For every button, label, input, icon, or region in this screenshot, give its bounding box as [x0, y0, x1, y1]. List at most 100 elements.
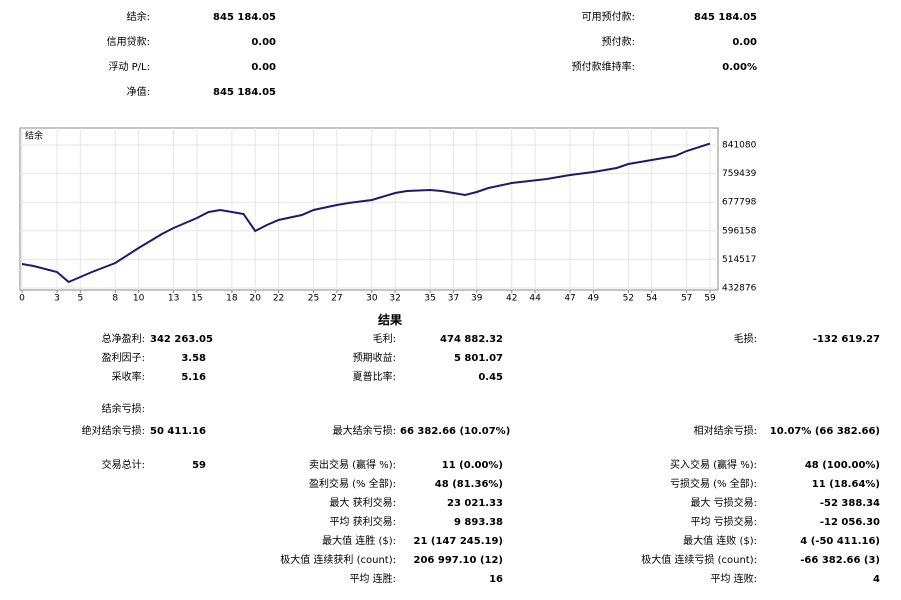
result-value: -12 056.30	[819, 517, 880, 528]
y-tick-label: 432876	[722, 284, 757, 294]
y-tick-label: 596158	[722, 226, 757, 236]
result-value: 48 (100.00%)	[804, 460, 880, 471]
x-tick-label: 25	[308, 294, 319, 304]
result-label: 亏损交易 (% 全部):	[669, 479, 757, 490]
x-tick-label: 27	[331, 294, 342, 304]
result-value: 11 (0.00%)	[441, 460, 503, 471]
x-tick-label: 47	[564, 294, 575, 304]
result-label: 平均 连败:	[710, 574, 757, 585]
result-value: 0.45	[478, 372, 503, 383]
x-tick-label: 30	[366, 294, 378, 304]
summary-value: 0.00	[251, 62, 276, 73]
summary-label: 预付款维持率:	[571, 62, 635, 73]
result-label: 极大值 连续获利 (count):	[280, 555, 396, 566]
summary-label: 结余:	[126, 12, 150, 23]
x-tick-label: 3	[54, 294, 60, 304]
x-tick-label: 5	[77, 294, 83, 304]
result-value: 342 263.05	[150, 334, 213, 345]
result-label: 最大结余亏损:	[332, 426, 396, 437]
plot-frame	[19, 127, 719, 291]
x-tick-label: 18	[226, 294, 238, 304]
result-label: 总净盈利:	[101, 334, 145, 345]
summary-value: 0.00%	[722, 62, 757, 73]
result-label: 预期收益:	[352, 353, 396, 364]
result-label: 毛利:	[372, 334, 396, 345]
result-label: 绝对结余亏损:	[81, 426, 145, 437]
result-label: 采收率:	[111, 372, 145, 383]
summary-value: 845 184.05	[213, 87, 276, 98]
result-value: 16	[489, 574, 503, 585]
x-tick-label: 49	[588, 294, 600, 304]
result-value: 4 (-50 411.16)	[800, 536, 880, 547]
result-value: -52 388.34	[819, 498, 880, 509]
x-tick-label: 42	[506, 294, 517, 304]
result-value: 474 882.32	[440, 334, 503, 345]
result-value: 21 (147 245.19)	[413, 536, 503, 547]
result-label: 最大值 连胜 ($):	[322, 536, 396, 547]
y-tick-label: 841080	[722, 141, 757, 151]
result-label: 最大 获利交易:	[329, 498, 396, 509]
x-tick-label: 8	[112, 294, 118, 304]
y-tick-label: 514517	[722, 255, 756, 265]
result-value: 23 021.33	[447, 498, 503, 509]
result-value: 50 411.16	[150, 426, 206, 437]
x-tick-label: 0	[19, 294, 25, 304]
result-label: 相对结余亏损:	[693, 426, 757, 437]
x-tick-label: 52	[623, 294, 634, 304]
result-label: 卖出交易 (赢得 %):	[308, 460, 396, 471]
result-label: 平均 获利交易:	[329, 517, 396, 528]
result-label: 平均 亏损交易:	[690, 517, 757, 528]
summary-value: 845 184.05	[213, 12, 276, 23]
summary-label: 浮动 P/L:	[108, 62, 150, 73]
result-label: 极大值 连续亏损 (count):	[641, 555, 757, 566]
result-value: 59	[192, 460, 206, 471]
result-label: 最大值 连败 ($):	[683, 536, 757, 547]
legend-label: 结余	[25, 130, 43, 142]
x-tick-label: 54	[646, 294, 658, 304]
result-value: 5.16	[181, 372, 206, 383]
summary-label: 信用贷款:	[106, 37, 150, 48]
results-title: 结果	[377, 313, 402, 327]
x-tick-label: 39	[471, 294, 483, 304]
result-value: 5 801.07	[453, 353, 503, 364]
summary-value: 0.00	[251, 37, 276, 48]
result-value: -132 619.27	[812, 334, 880, 345]
x-tick-label: 57	[681, 294, 692, 304]
result-value: 3.58	[181, 353, 206, 364]
result-value: -66 382.66 (3)	[800, 555, 880, 566]
result-value: 206 997.10 (12)	[413, 555, 503, 566]
result-value: 48 (81.36%)	[434, 479, 503, 490]
y-tick-label: 759439	[722, 169, 757, 179]
summary-label: 可用预付款:	[581, 12, 635, 23]
result-value: 9 893.38	[453, 517, 503, 528]
summary-value: 845 184.05	[694, 12, 757, 23]
result-label: 交易总计:	[101, 460, 145, 471]
result-label: 最大 亏损交易:	[690, 498, 757, 509]
result-label: 夏普比率:	[352, 372, 396, 383]
x-tick-label: 44	[529, 294, 541, 304]
result-value: 11 (18.64%)	[811, 479, 880, 490]
summary-label: 预付款:	[601, 37, 635, 48]
result-label: 盈利因子:	[101, 353, 145, 364]
x-tick-label: 15	[191, 294, 202, 304]
x-tick-label: 13	[168, 294, 179, 304]
result-value: 4	[873, 574, 880, 585]
y-tick-label: 677798	[722, 198, 757, 208]
result-value: 10.07% (66 382.66)	[769, 426, 880, 437]
result-label: 毛损:	[733, 334, 757, 345]
x-tick-label: 20	[249, 294, 261, 304]
x-tick-label: 35	[424, 294, 435, 304]
summary-value: 0.00	[732, 37, 757, 48]
x-tick-label: 37	[448, 294, 459, 304]
x-tick-label: 22	[273, 294, 284, 304]
result-label: 平均 连胜:	[349, 574, 396, 585]
result-label: 盈利交易 (% 全部):	[308, 479, 396, 490]
x-tick-label: 10	[133, 294, 145, 304]
result-label: 买入交易 (赢得 %):	[669, 460, 757, 471]
result-label: 结余亏损:	[101, 404, 145, 415]
x-tick-label: 59	[704, 294, 716, 304]
line	[21, 142, 711, 284]
result-value: 66 382.66 (10.07%)	[400, 426, 511, 437]
